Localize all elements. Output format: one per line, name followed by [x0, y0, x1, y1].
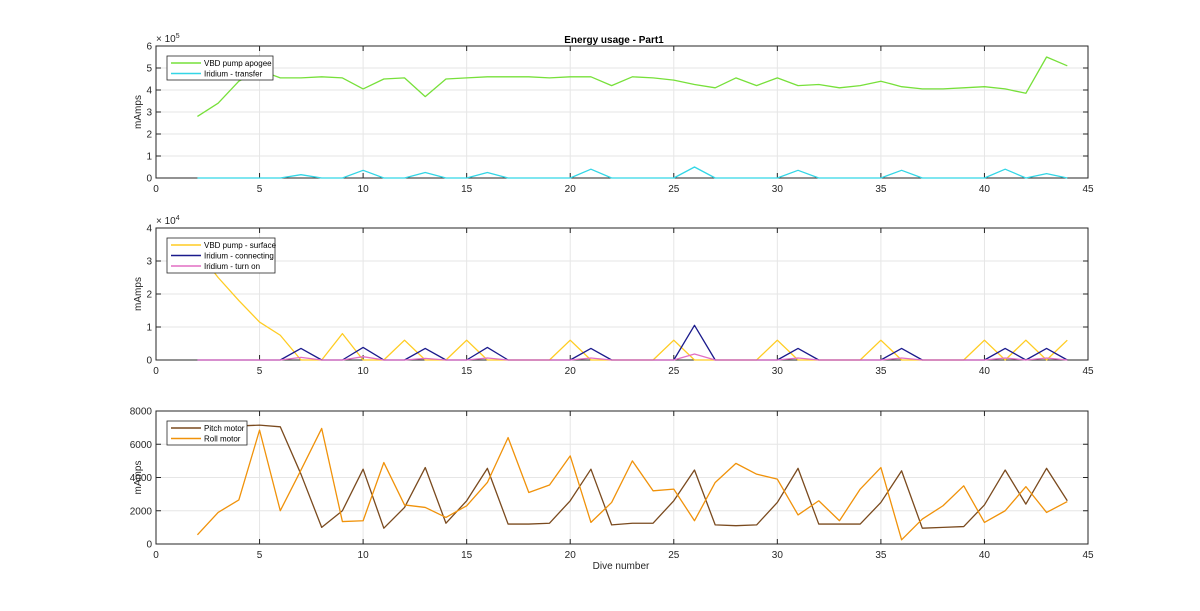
- x-tick-label: 15: [461, 550, 473, 561]
- x-tick-label: 30: [772, 366, 784, 377]
- series-line: [196, 427, 1068, 541]
- legend-box: [166, 420, 248, 446]
- legend-label: Iridium - connecting: [204, 252, 274, 261]
- x-tick-label: 40: [979, 550, 991, 561]
- series-line: [238, 424, 1068, 529]
- x-tick-label: 30: [772, 184, 784, 195]
- legend-label: Pitch motor: [204, 424, 245, 433]
- series-line: [197, 56, 1068, 117]
- legend: VBD pump apogee Iridium - transfer: [166, 55, 274, 81]
- x-tick-label: 35: [875, 550, 887, 561]
- x-tick-label: 10: [358, 550, 370, 561]
- x-tick-label: 15: [461, 184, 473, 195]
- y-tick-label: 6000: [130, 440, 153, 451]
- x-tick-label: 25: [668, 184, 680, 195]
- series-line: [197, 166, 1068, 179]
- x-tick-label: 45: [1082, 366, 1094, 377]
- series-line: [196, 250, 1068, 361]
- chart-title: Energy usage - Part1: [564, 35, 664, 46]
- x-tick-label: 20: [565, 550, 577, 561]
- grid: [155, 45, 1089, 179]
- y-tick-label: 1: [146, 152, 152, 163]
- legend-label: Iridium - turn on: [204, 262, 260, 271]
- y-tick-label: 4000: [130, 473, 153, 484]
- y-tick-label: 0: [146, 174, 152, 185]
- x-tick-label: 10: [358, 184, 370, 195]
- x-tick-label: 20: [565, 366, 577, 377]
- legend-box: [166, 55, 274, 81]
- series-line: [197, 324, 1068, 361]
- y-axis-label: mAmps: [133, 461, 144, 495]
- legend-label: VBD pump apogee: [204, 59, 272, 68]
- x-tick-label: 0: [153, 184, 159, 195]
- x-tick-label: 40: [979, 366, 991, 377]
- x-tick-label: 25: [668, 550, 680, 561]
- legend-label: Roll motor: [204, 435, 241, 444]
- y-tick-label: 4: [146, 224, 152, 235]
- panel-2: 0 5 10 15 20 25 30 35 40 45 0 1 2 3 4 mAmps × 104 VBD pum…: [133, 215, 1094, 377]
- legend: Pitch motor Roll motor: [166, 420, 248, 446]
- x-tick-label: 35: [875, 184, 887, 195]
- y-tick-label: 8000: [130, 407, 153, 418]
- y-axis-label: mAmps: [133, 277, 144, 311]
- x-tick-label: 45: [1082, 184, 1094, 195]
- legend-label: VBD pump - surface: [204, 241, 277, 250]
- legend-label: Iridium - transfer: [204, 70, 263, 79]
- y-tick-label: 4: [146, 86, 152, 97]
- x-tick-label: 30: [772, 550, 784, 561]
- panel-3: 0 5 10 15 20 25 30 35 40 45 0 2000 4000 6000 8000 mAmps…: [130, 407, 1094, 562]
- grid: [155, 227, 1089, 361]
- x-axis-label: Dive number: [593, 561, 650, 572]
- y-tick-label: 3: [146, 108, 152, 119]
- x-tick-label: 40: [979, 184, 991, 195]
- x-tick-label: 5: [257, 184, 263, 195]
- y-tick-label: 2: [146, 130, 152, 141]
- y-tick-label: 1: [146, 323, 152, 334]
- y-exponent-label: × 104: [156, 215, 180, 227]
- y-tick-label: 6: [146, 42, 152, 53]
- y-tick-label: 0: [146, 356, 152, 367]
- y-tick-label: 2000: [130, 506, 153, 517]
- x-tick-label: 0: [153, 366, 159, 377]
- x-tick-label: 20: [565, 184, 577, 195]
- legend: VBD pump - surface Iridium - connectingIr…: [166, 237, 277, 274]
- x-tick-label: 5: [257, 550, 263, 561]
- y-tick-label: 2: [146, 290, 152, 301]
- y-exponent-label: × 105: [156, 33, 180, 45]
- x-tick-label: 25: [668, 366, 680, 377]
- y-axis-label: mAmps: [133, 95, 144, 129]
- y-tick-label: 3: [146, 257, 152, 268]
- x-tick-label: 45: [1082, 550, 1094, 561]
- x-tick-label: 15: [461, 366, 473, 377]
- y-tick-label: 5: [146, 64, 152, 75]
- x-tick-label: 10: [358, 366, 370, 377]
- y-tick-label: 0: [146, 540, 152, 551]
- x-tick-label: 5: [257, 366, 263, 377]
- x-tick-label: 0: [153, 550, 159, 561]
- series-line: [197, 353, 1068, 361]
- x-tick-label: 35: [875, 366, 887, 377]
